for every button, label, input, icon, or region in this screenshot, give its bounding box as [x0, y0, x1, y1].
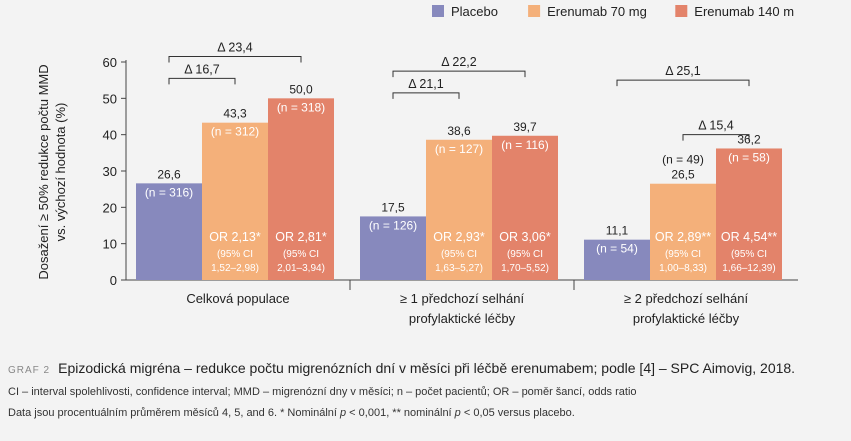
delta-label-3: Δ 21,1	[408, 77, 444, 91]
bar-n-label-2-3: (n = 49)	[662, 153, 704, 167]
bar-n-label-1-1: (n = 316)	[145, 185, 193, 199]
x-category-label-2-line-1: ≥ 1 předchozí selhání	[400, 291, 525, 306]
delta-label-5: Δ 15,4	[698, 119, 734, 133]
bar-value-label-2-3: 26,5	[671, 168, 695, 182]
caption-tag: GRAF 2	[8, 365, 51, 376]
bar-value-label-1-2: 17,5	[381, 200, 405, 214]
legend-swatch-3	[675, 5, 688, 17]
bar-value-label-2-2: 38,6	[447, 124, 471, 138]
bar-ci-label-2-2-a: (95% CI	[441, 249, 477, 260]
bar-ci-label-3-1-a: (95% CI	[283, 249, 319, 260]
delta-label-4: Δ 22,2	[441, 55, 477, 69]
bar-n-label-3-1: (n = 318)	[277, 100, 325, 114]
bar-ci-label-3-3-b: 1,66–12,39)	[722, 263, 775, 274]
caption-title-text: Epizodická migréna – redukce počtu migre…	[58, 360, 796, 376]
y-tick-label-0: 0	[110, 273, 117, 288]
bar-n-label-2-1: (n = 312)	[211, 125, 259, 139]
bar-ci-label-2-2-b: 1,63–5,27)	[435, 263, 483, 274]
bar-ci-label-3-1-b: 2,01–3,94)	[277, 263, 325, 274]
bar-value-label-3-1: 50,0	[289, 82, 313, 96]
bar-value-label-2-1: 43,3	[223, 107, 247, 121]
delta-bracket-2	[168, 56, 302, 63]
y-axis-label: Dosažení ≥ 50% redukce počtu MMD vs. vých…	[36, 64, 68, 279]
y-tick-label-30: 30	[103, 164, 117, 179]
bar-3-1	[268, 98, 334, 280]
x-category-label-3-line-1: ≥ 2 předchozí selhání	[624, 291, 749, 306]
delta-label-2: Δ 23,4	[217, 41, 253, 55]
y-tick-label-20: 20	[103, 200, 117, 215]
bar-ci-label-2-1-a: (95% CI	[217, 249, 253, 260]
bar-2-3	[650, 183, 716, 280]
legend-swatch-2	[528, 5, 541, 17]
bar-or-label-3-1: OR 2,81*	[275, 230, 327, 244]
delta-bracket-1	[168, 77, 236, 85]
bar-ci-label-3-2-b: 1,70–5,52)	[501, 263, 549, 274]
caption-notes-c: < 0,05 versus placebo.	[460, 407, 575, 419]
delta-label-1: Δ 16,7	[184, 62, 220, 76]
bar-n-label-3-2: (n = 116)	[501, 138, 548, 152]
bar-or-label-2-3: OR 2,89**	[655, 230, 711, 244]
bar-1-1	[136, 183, 202, 280]
bar-1-3	[584, 239, 650, 280]
caption-notes-p1: p	[340, 407, 347, 419]
bar-or-label-2-2: OR 2,93*	[433, 230, 485, 244]
legend-label-2: Erenumab 70 mg	[547, 4, 647, 19]
y-tick-label-40: 40	[103, 128, 117, 143]
bar-2-1	[202, 122, 268, 280]
bar-n-label-1-2: (n = 126)	[369, 218, 417, 232]
caption-title: GRAF 2 Epizodická migréna – redukce počtu…	[8, 360, 843, 376]
bar-1-2	[360, 216, 426, 280]
bar-n-label-1-3: (n = 54)	[596, 242, 638, 256]
legend-label-3: Erenumab 140 m	[694, 4, 794, 19]
x-category-label-3-line-2: profylaktické léčby	[633, 311, 740, 326]
bar-value-label-1-3: 11,1	[606, 224, 629, 238]
bar-ci-label-2-3-b: 1,00–8,33)	[659, 263, 707, 274]
x-category-label-1-line-1: Celková populace	[186, 291, 289, 306]
caption-notes-b: < 0,001, ** nominální	[346, 407, 455, 419]
bar-2-2	[426, 139, 492, 280]
bar-or-label-3-3: OR 4,54**	[721, 230, 777, 244]
caption-notes-a: Data jsou procentuálním průměrem měsíců …	[8, 407, 340, 419]
caption-abbreviations: CI – interval spolehlivosti, confidence …	[8, 386, 637, 398]
delta-bracket-4	[392, 70, 526, 78]
bar-3-3	[716, 148, 782, 280]
bar-or-label-2-1: OR 2,13*	[209, 230, 261, 244]
caption-notes-p2: p	[454, 407, 461, 419]
bar-ci-label-3-3-a: (95% CI	[731, 249, 767, 260]
caption-notes: Data jsou procentuálním průměrem měsíců …	[8, 407, 843, 419]
delta-bracket-3	[392, 92, 460, 99]
bar-or-label-3-2: OR 3,06*	[499, 230, 551, 244]
bar-value-label-3-2: 39,7	[513, 120, 537, 134]
y-axis-label-line-2: vs. výchozí hodnota (%)	[53, 103, 68, 242]
delta-label-6: Δ 25,1	[665, 64, 701, 78]
legend-label-1: Placebo	[451, 4, 498, 19]
bar-3-2	[492, 135, 558, 280]
delta-bracket-6	[616, 79, 750, 87]
bar-ci-label-2-3-a: (95% CI	[665, 249, 701, 260]
y-tick-label-60: 60	[103, 55, 117, 70]
legend-swatch-1	[432, 5, 444, 17]
y-tick-label-10: 10	[103, 237, 117, 252]
y-axis-label-line-1: Dosažení ≥ 50% redukce počtu MMD	[36, 64, 51, 279]
bar-ci-label-2-1-b: 1,52–2,98)	[211, 263, 259, 274]
bar-n-label-2-2: (n = 127)	[435, 142, 483, 156]
delta-bracket-5	[682, 134, 750, 141]
bar-ci-label-3-2-a: (95% CI	[507, 249, 543, 260]
bar-value-label-1-1: 26,6	[157, 167, 181, 181]
x-category-label-2-line-2: profylaktické léčby	[409, 311, 516, 326]
y-tick-label-50: 50	[103, 91, 117, 106]
bar-n-label-3-3: (n = 58)	[728, 150, 770, 164]
bar-chart: Placebo Erenumab 70 mg Erenumab 140 m 0 10 20…	[36, 4, 798, 326]
